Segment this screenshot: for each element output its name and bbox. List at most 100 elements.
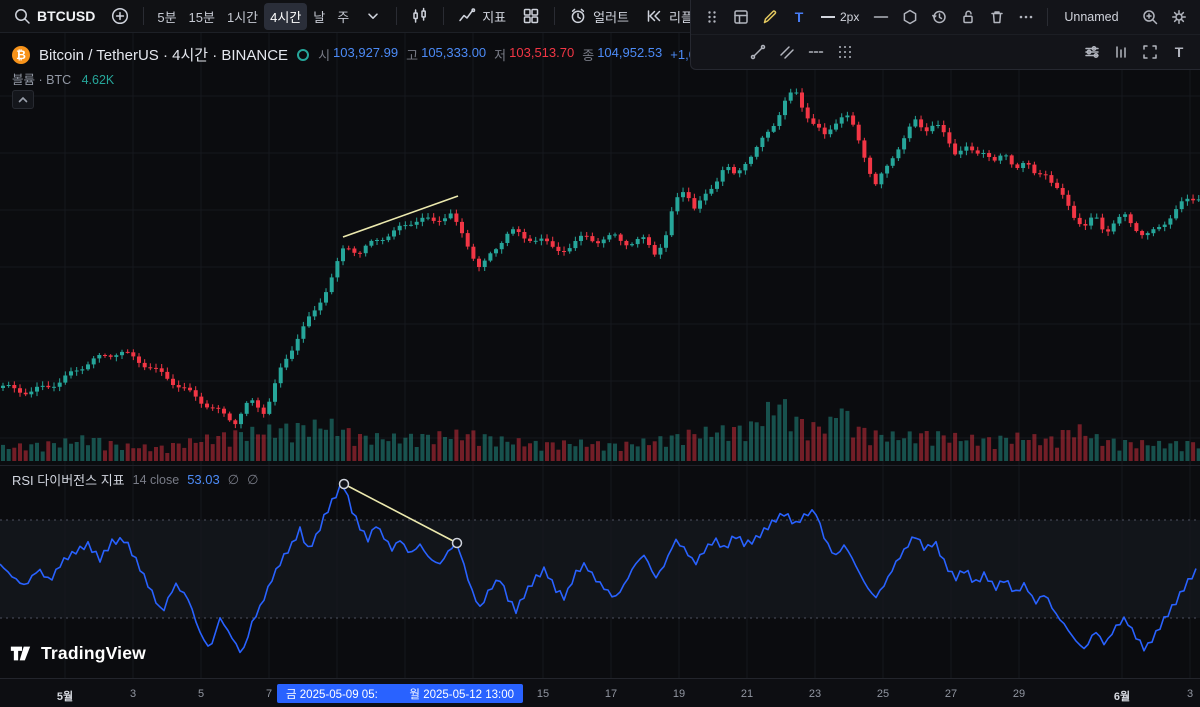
indicator-ghost-icon[interactable]: ∅: [227, 471, 240, 487]
line-style-button[interactable]: [868, 4, 894, 30]
rsi-params: 14 close: [132, 472, 180, 487]
tradingview-logo-text: TradingView: [41, 643, 146, 663]
volume-legend[interactable]: 볼륨 · BTC 4.62K: [12, 69, 114, 88]
more-options-button[interactable]: [1013, 4, 1039, 30]
interval-button-1시간[interactable]: 1시간: [221, 3, 264, 30]
interval-button-15분[interactable]: 15분: [183, 3, 221, 30]
time-tick-label: 27: [944, 688, 958, 700]
lock-button[interactable]: [955, 4, 981, 30]
symbol-search-label: BTCUSD: [37, 8, 96, 24]
toolbar-separator: [443, 7, 445, 25]
more-dots-icon: [1020, 15, 1033, 19]
alarm-clock-icon: [571, 8, 585, 24]
dot-grid-icon: [839, 46, 851, 58]
rsi-indicator-chart[interactable]: [0, 466, 1200, 678]
time-tick-label: 6월: [1113, 691, 1131, 703]
rsi-title[interactable]: RSI 다이버전스 지표: [12, 473, 125, 488]
trendline-tool-button[interactable]: [745, 39, 771, 65]
replay-icon: [647, 10, 661, 22]
sliders-button[interactable]: [1079, 39, 1105, 65]
shape-style-button[interactable]: [897, 4, 923, 30]
pane-divider[interactable]: [0, 465, 1200, 466]
interval-button-날[interactable]: 날: [307, 3, 331, 30]
compare-add-button[interactable]: [104, 3, 136, 29]
time-tick-label: 23: [808, 688, 822, 700]
line-width-control[interactable]: 2px: [815, 4, 865, 30]
main-price-chart[interactable]: [0, 33, 1200, 465]
close-label: 종: [582, 48, 595, 63]
high-value: 105,333.00: [421, 45, 487, 60]
layout-grid-button[interactable]: [515, 3, 547, 29]
template-name-button[interactable]: Unnamed: [1056, 4, 1126, 30]
open-label: 시: [318, 48, 331, 63]
chevron-up-icon: [18, 96, 28, 102]
templates-button[interactable]: [728, 4, 754, 30]
sliders-icon: [1085, 46, 1099, 58]
indicators-button[interactable]: 지표: [451, 3, 513, 30]
tradingview-logo[interactable]: TradingView: [10, 643, 146, 664]
color-pencil-button[interactable]: [757, 4, 783, 30]
rsi-legend[interactable]: RSI 다이버전스 지표 14 close 53.03 ∅ ∅: [12, 470, 258, 489]
parallel-channel-button[interactable]: [774, 39, 800, 65]
drag-handle[interactable]: [699, 4, 725, 30]
range-start-label: 금 2025-05-09 05:: [286, 688, 378, 701]
line-width-sample: [821, 16, 835, 18]
open-value: 103,927.99: [333, 45, 399, 60]
text-style-button[interactable]: T: [1166, 39, 1192, 65]
parallel-lines-icon: [780, 46, 794, 59]
symbol-legend[interactable]: ₿ Bitcoin / TetherUS · 4시간 · BINANCE 시 10…: [12, 44, 785, 65]
symbol-title[interactable]: Bitcoin / TetherUS · 4시간 · BINANCE: [39, 47, 289, 64]
selected-range-tag[interactable]: 금 2025-05-09 05: 월 2025-05-12 13:00: [277, 684, 523, 703]
toolbar-separator: [554, 7, 556, 25]
text-tool-button[interactable]: T: [786, 4, 812, 30]
alert-button[interactable]: 얼러트: [562, 3, 636, 30]
indicators-icon: [459, 8, 476, 22]
template-window-icon: [734, 10, 748, 24]
market-status-icon: [297, 48, 310, 61]
interval-button-5분[interactable]: 5분: [151, 3, 182, 30]
legend-collapse-button[interactable]: [12, 90, 34, 109]
dashed-style-button[interactable]: [803, 39, 829, 65]
dashed-line-icon: [808, 51, 824, 53]
time-tick-label: 7: [265, 688, 273, 700]
settings-button[interactable]: [1166, 4, 1192, 30]
zoom-in-icon: [1143, 10, 1158, 25]
trash-icon: [991, 11, 1004, 24]
time-tick-label: 5월: [56, 691, 74, 703]
zoom-in-button[interactable]: [1137, 4, 1163, 30]
bitcoin-logo-icon: ₿: [12, 45, 30, 64]
delete-drawing-button[interactable]: [984, 4, 1010, 30]
indicator-ghost-icon[interactable]: ∅: [247, 471, 259, 487]
interval-dropdown-button[interactable]: [357, 3, 389, 29]
bars-icon: [1116, 46, 1126, 58]
indicators-label: 지표: [482, 9, 507, 25]
chart-style-button[interactable]: [404, 3, 436, 29]
history-clock-icon: [932, 10, 947, 24]
toolbar-separator: [396, 7, 398, 25]
fullscreen-button[interactable]: [1137, 39, 1163, 65]
pattern-button[interactable]: [832, 39, 858, 65]
search-icon: [15, 9, 30, 24]
time-tick-label: 15: [536, 688, 550, 700]
candles-icon: [413, 7, 427, 23]
toolbar-separator: [1047, 8, 1049, 26]
bars-align-button[interactable]: [1108, 39, 1134, 65]
line-width-label: 2px: [840, 10, 860, 24]
time-axis[interactable]: 5월 3 5 7 15 17 19 21 23 25 27 29 6월 3 금 2025-05-09 05…: [0, 678, 1200, 707]
low-label: 저: [494, 48, 507, 63]
toolbar-separator: [143, 7, 145, 25]
hexagon-icon: [904, 9, 917, 25]
line-icon: [874, 16, 889, 18]
symbol-search-button[interactable]: BTCUSD: [6, 3, 102, 29]
interval-button-4시간[interactable]: 4시간: [264, 2, 308, 30]
time-tick-label: 21: [740, 688, 754, 700]
pencil-icon: [763, 10, 777, 24]
drawing-toolbar-row-2: T: [691, 34, 1200, 69]
tradingview-mark-icon: [10, 646, 31, 661]
rsi-value: 53.03: [187, 472, 220, 487]
high-label: 고: [406, 48, 419, 63]
chevron-down-icon: [368, 13, 378, 19]
interval-button-주[interactable]: 주: [331, 3, 355, 30]
range-end-label: 월 2025-05-12 13:00: [409, 688, 514, 701]
history-button[interactable]: [926, 4, 952, 30]
